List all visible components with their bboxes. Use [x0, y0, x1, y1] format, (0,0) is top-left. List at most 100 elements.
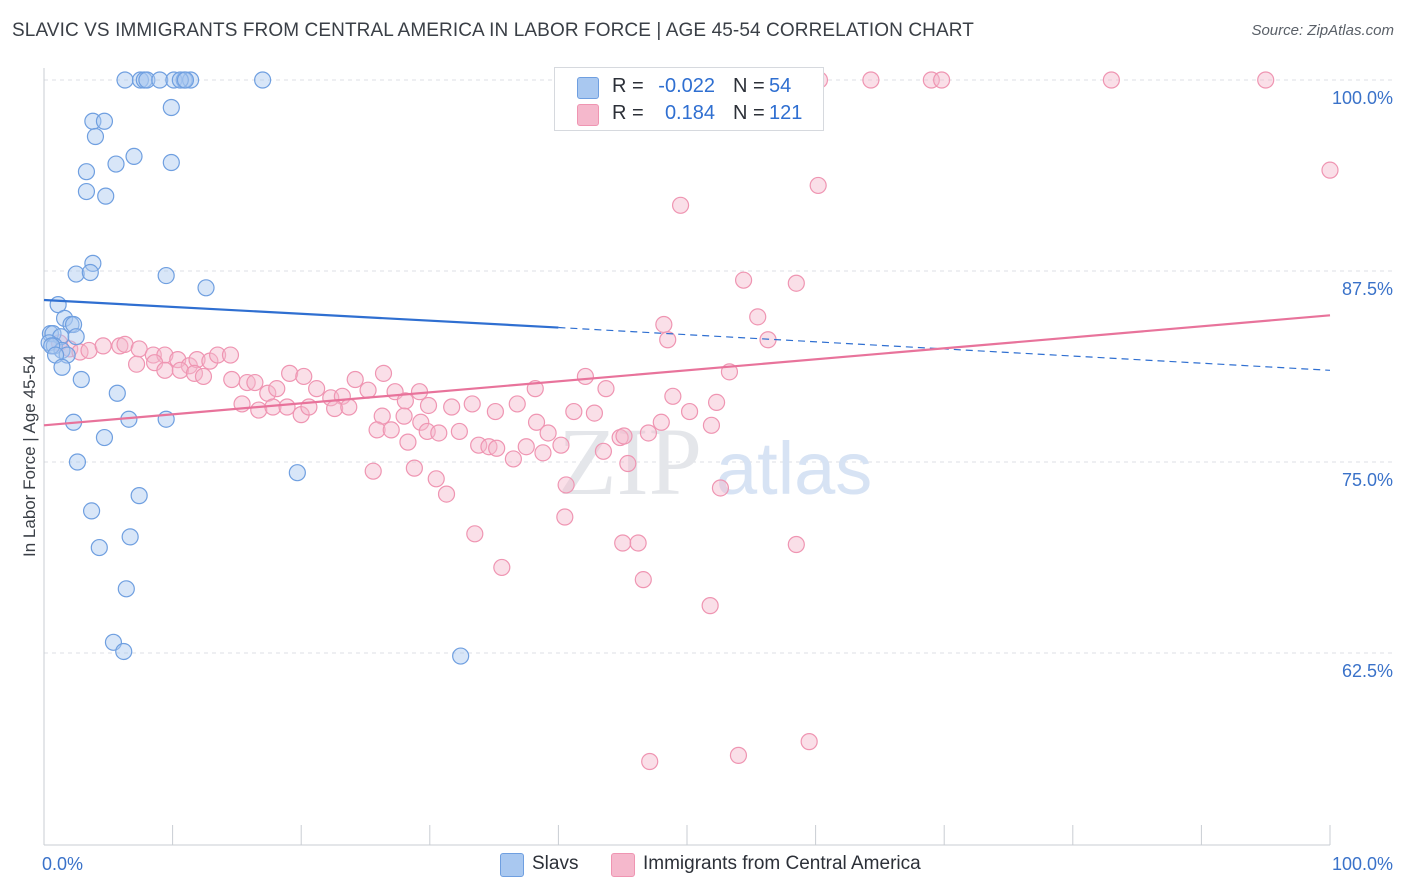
slavs-point	[43, 337, 61, 355]
immigrants-point	[597, 380, 615, 398]
immigrants-point	[308, 380, 326, 398]
immigrants-point	[374, 364, 393, 382]
legend-label-immigrants: Immigrants from Central America	[643, 853, 921, 874]
immigrants-point	[268, 380, 286, 398]
immigrants-trend-line	[43, 314, 1331, 427]
immigrants-point	[450, 422, 468, 441]
immigrants-point	[399, 433, 417, 451]
immigrants-point	[639, 424, 658, 442]
immigrants-point	[585, 404, 604, 422]
y-tick-label: 62.5%	[1342, 661, 1393, 681]
stats-legend-row-slavs: R = -0.022 N = 54	[555, 74, 823, 100]
immigrants-point	[556, 508, 574, 526]
slavs-point	[90, 538, 108, 557]
immigrants-point	[443, 398, 461, 416]
immigrants-point	[250, 401, 268, 419]
slavs-point	[452, 647, 470, 665]
slavs-point	[107, 155, 125, 173]
immigrants-point	[734, 271, 753, 289]
immigrants-point	[711, 479, 730, 497]
n-label: N =	[733, 75, 765, 97]
immigrants-point	[488, 439, 506, 457]
immigrants-point	[94, 337, 112, 355]
y-tick-label: 75.0%	[1342, 470, 1393, 490]
immigrants-point	[517, 438, 535, 456]
slavs-point	[138, 71, 156, 89]
immigrants-point	[340, 398, 358, 416]
immigrants-point	[194, 367, 213, 386]
immigrants-point	[629, 534, 647, 552]
immigrants-point	[419, 396, 438, 415]
immigrants-point	[565, 402, 583, 421]
slavs-point	[157, 266, 175, 285]
slavs-point	[131, 71, 150, 89]
immigrants-point	[634, 571, 652, 589]
slavs-point	[162, 153, 180, 172]
legend-swatch-slavs	[577, 77, 599, 99]
slavs-point	[115, 642, 133, 661]
immigrants-point	[395, 407, 413, 425]
immigrants-point	[527, 413, 546, 431]
slavs-point	[77, 163, 96, 181]
chart-title: SLAVIC VS IMMIGRANTS FROM CENTRAL AMERIC…	[12, 20, 974, 41]
slavs-point	[125, 147, 143, 165]
immigrants-point	[364, 462, 382, 480]
slavs-point	[97, 187, 115, 205]
immigrants-point	[659, 331, 677, 349]
immigrants-point	[346, 370, 364, 389]
immigrants-point	[557, 476, 575, 494]
stats-legend: R = -0.022 N = 54 R = 0.184 N = 121	[554, 67, 824, 131]
r-value: -0.022	[658, 75, 715, 97]
immigrants-point	[594, 442, 613, 460]
watermark-atlas: atlas	[716, 427, 872, 510]
immigrants-point	[576, 367, 595, 386]
immigrants-point	[463, 395, 481, 413]
immigrants-point	[1257, 71, 1275, 89]
immigrants-point	[619, 454, 637, 473]
r-value: 0.184	[664, 102, 715, 124]
immigrants-point	[466, 525, 484, 543]
legend-swatch-immigrants	[577, 104, 599, 126]
immigrants-point	[862, 71, 880, 89]
immigrants-point	[80, 341, 98, 360]
immigrants-point	[933, 71, 951, 89]
immigrants-point	[759, 331, 777, 349]
immigrants-point	[664, 387, 682, 405]
immigrants-point	[707, 393, 726, 412]
slavs-point	[82, 502, 101, 520]
slavs-trend-line	[43, 298, 559, 329]
immigrants-point	[127, 355, 146, 373]
stats-legend-row-immigrants: R = 0.184 N = 121	[555, 101, 823, 127]
legend-label-slavs: Slavs	[532, 853, 579, 874]
n-value: 54	[769, 75, 792, 97]
immigrants-point	[504, 450, 522, 468]
immigrants-point	[405, 459, 423, 477]
immigrants-point	[539, 424, 557, 442]
slavs-point	[108, 384, 126, 402]
immigrants-point	[652, 413, 670, 431]
watermark-zip: ZIP	[558, 408, 702, 515]
immigrants-point	[1102, 71, 1120, 89]
immigrants-point	[382, 421, 400, 439]
series-legend: Slavs Immigrants from Central America	[0, 851, 1406, 879]
slavs-point	[130, 487, 148, 505]
slavs-point	[68, 453, 87, 471]
slavs-point	[95, 112, 114, 130]
slavs-point	[72, 370, 90, 389]
immigrants-point	[412, 413, 430, 431]
slavs-point	[67, 265, 85, 283]
immigrants-point	[116, 335, 134, 353]
immigrants-point	[680, 402, 699, 421]
slavs-point	[162, 98, 180, 117]
source-label: Source: ZipAtlas.com	[1251, 22, 1394, 39]
immigrants-point	[246, 373, 264, 392]
immigrants-point	[641, 752, 659, 771]
tick-labels: 62.5% 75.0% 87.5% 100.0% 0.0% 100.0%	[42, 88, 1393, 874]
immigrants-point	[729, 746, 748, 764]
slavs-point	[117, 580, 135, 598]
immigrants-point	[221, 346, 240, 364]
slavs-point	[176, 71, 195, 89]
immigrants-point	[508, 395, 526, 413]
axes	[43, 68, 1331, 846]
immigrants-point	[326, 399, 344, 418]
